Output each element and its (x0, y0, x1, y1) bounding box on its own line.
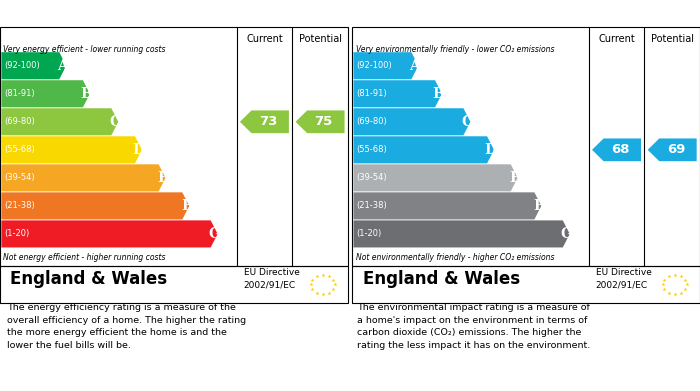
Polygon shape (592, 138, 641, 161)
Text: Not energy efficient - higher running costs: Not energy efficient - higher running co… (4, 253, 166, 262)
Text: Current: Current (598, 34, 635, 44)
Text: (55-68): (55-68) (4, 145, 35, 154)
Text: (1-20): (1-20) (4, 230, 29, 239)
Polygon shape (354, 164, 518, 191)
Polygon shape (1, 221, 218, 248)
Polygon shape (1, 80, 90, 107)
Text: (21-38): (21-38) (4, 201, 35, 210)
Text: 68: 68 (611, 143, 629, 156)
Text: Very energy efficient - lower running costs: Very energy efficient - lower running co… (4, 45, 166, 54)
Text: G: G (560, 227, 572, 241)
Text: England & Wales: England & Wales (10, 270, 167, 288)
Text: (21-38): (21-38) (356, 201, 387, 210)
Text: EU Directive
2002/91/EC: EU Directive 2002/91/EC (596, 269, 652, 289)
Text: (92-100): (92-100) (4, 61, 40, 70)
Text: 75: 75 (314, 115, 333, 128)
Text: (69-80): (69-80) (4, 117, 35, 126)
Text: Potential: Potential (299, 34, 342, 44)
Text: Not environmentally friendly - higher CO₂ emissions: Not environmentally friendly - higher CO… (356, 253, 554, 262)
Polygon shape (1, 164, 166, 191)
Text: Environmental Impact (CO₂) Rating: Environmental Impact (CO₂) Rating (357, 7, 620, 20)
Text: B: B (80, 87, 92, 101)
Text: G: G (208, 227, 220, 241)
Text: Very environmentally friendly - lower CO₂ emissions: Very environmentally friendly - lower CO… (356, 45, 554, 54)
Text: D: D (132, 143, 144, 157)
Polygon shape (354, 136, 494, 163)
Text: A: A (57, 59, 68, 73)
Polygon shape (354, 192, 541, 219)
Text: Potential: Potential (651, 34, 694, 44)
Polygon shape (1, 192, 189, 219)
Text: F: F (533, 199, 542, 213)
Text: (81-91): (81-91) (356, 89, 387, 98)
Text: (1-20): (1-20) (356, 230, 382, 239)
Polygon shape (648, 138, 696, 161)
Polygon shape (354, 108, 470, 135)
Text: (81-91): (81-91) (4, 89, 35, 98)
Text: The environmental impact rating is a measure of
a home's impact on the environme: The environmental impact rating is a mea… (357, 303, 590, 350)
Polygon shape (354, 221, 570, 248)
Text: EU Directive
2002/91/EC: EU Directive 2002/91/EC (244, 269, 300, 289)
Polygon shape (1, 136, 142, 163)
Text: Energy Efficiency Rating: Energy Efficiency Rating (5, 7, 188, 20)
Text: 69: 69 (666, 143, 685, 156)
Polygon shape (1, 52, 66, 79)
Polygon shape (1, 108, 118, 135)
Text: D: D (484, 143, 496, 157)
Text: C: C (461, 115, 472, 129)
Text: C: C (109, 115, 120, 129)
Text: (39-54): (39-54) (356, 173, 387, 182)
Text: 73: 73 (259, 115, 277, 128)
Text: (92-100): (92-100) (356, 61, 392, 70)
Polygon shape (295, 110, 344, 133)
Text: (55-68): (55-68) (356, 145, 387, 154)
Polygon shape (354, 52, 419, 79)
Text: A: A (410, 59, 420, 73)
Text: England & Wales: England & Wales (363, 270, 519, 288)
Text: (39-54): (39-54) (4, 173, 35, 182)
Text: E: E (157, 171, 167, 185)
Text: E: E (509, 171, 519, 185)
Polygon shape (240, 110, 289, 133)
Text: Current: Current (246, 34, 283, 44)
Text: B: B (433, 87, 445, 101)
Polygon shape (354, 80, 442, 107)
Text: F: F (181, 199, 190, 213)
Text: (69-80): (69-80) (356, 117, 387, 126)
Text: The energy efficiency rating is a measure of the
overall efficiency of a home. T: The energy efficiency rating is a measur… (7, 303, 246, 350)
